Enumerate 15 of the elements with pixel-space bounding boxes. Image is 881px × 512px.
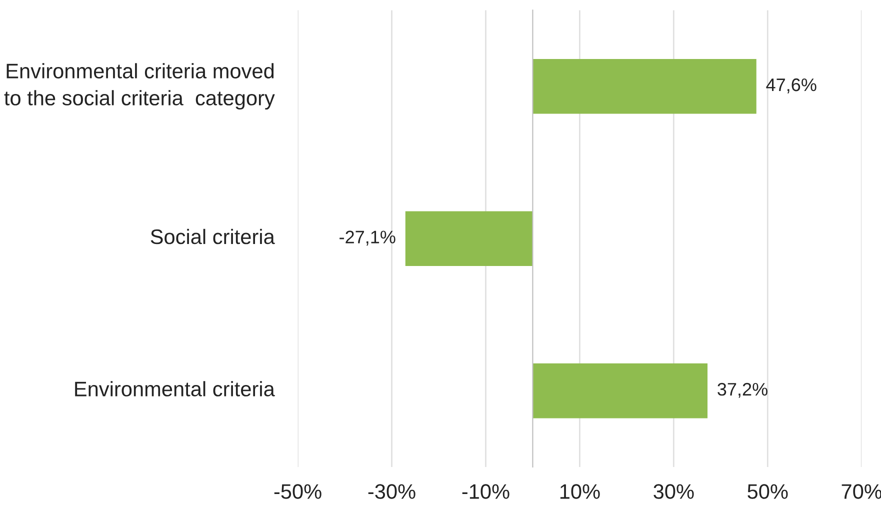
y-tick-label: Environmental criteria bbox=[75, 381, 275, 396]
x-tick-label: 10% bbox=[560, 484, 600, 499]
x-tick-label: -10% bbox=[462, 484, 510, 499]
bar bbox=[532, 58, 756, 114]
data-label: 47,6% bbox=[766, 78, 816, 94]
data-label: -27,1% bbox=[340, 230, 396, 246]
y-tick-label: Social criteria bbox=[150, 228, 275, 244]
y-tick-label: Environmental criteria moved to the social criteria category bbox=[4, 63, 275, 110]
x-tick-label: 30% bbox=[654, 484, 694, 499]
data-label: 37,2% bbox=[718, 382, 768, 398]
x-tick-label: -30% bbox=[368, 484, 416, 499]
x-tick-label: 50% bbox=[748, 484, 788, 499]
x-tick-label: -50% bbox=[274, 484, 322, 499]
bar bbox=[532, 363, 708, 418]
bar bbox=[405, 211, 533, 266]
